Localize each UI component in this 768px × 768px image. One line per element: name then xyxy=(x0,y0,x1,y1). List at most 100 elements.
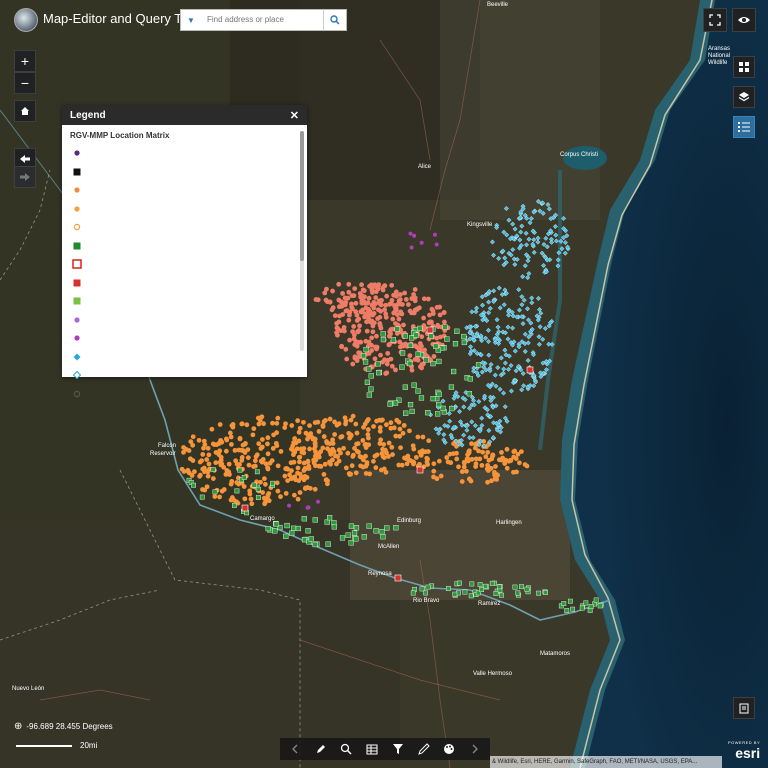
legend-symbol-circle xyxy=(70,333,84,343)
location-point xyxy=(518,449,524,454)
query-tool-button[interactable] xyxy=(335,738,357,760)
location-point xyxy=(366,316,372,321)
location-point xyxy=(248,496,254,502)
location-point xyxy=(329,457,335,463)
location-point xyxy=(416,466,424,474)
symbology-tool-button[interactable] xyxy=(438,738,460,760)
draw-tool-button[interactable] xyxy=(413,738,435,760)
location-point xyxy=(374,333,379,339)
location-point xyxy=(217,422,223,427)
location-point xyxy=(556,250,562,256)
location-point xyxy=(430,311,436,317)
search-source-dropdown[interactable]: ▼ xyxy=(187,15,195,25)
location-point xyxy=(483,583,488,589)
legend-button[interactable] xyxy=(733,116,755,138)
legend-scrollbar[interactable] xyxy=(300,131,304,351)
visibility-button[interactable] xyxy=(732,8,756,32)
location-point xyxy=(403,297,409,302)
previous-extent-button[interactable] xyxy=(14,148,36,170)
attribute-table-button[interactable] xyxy=(361,738,383,760)
location-point xyxy=(541,241,547,247)
location-point xyxy=(265,435,271,441)
location-point xyxy=(467,336,473,342)
next-extent-button[interactable] xyxy=(14,166,36,188)
location-point xyxy=(284,522,290,529)
filter-tool-button[interactable] xyxy=(387,738,409,760)
location-point xyxy=(254,469,260,475)
location-point xyxy=(472,323,478,329)
toolbar-prev-button[interactable] xyxy=(284,738,306,760)
location-point xyxy=(523,230,529,236)
location-point xyxy=(384,293,390,299)
location-point xyxy=(199,494,205,500)
location-point xyxy=(473,309,479,315)
location-point xyxy=(402,290,408,296)
attribution-text[interactable]: & Wildlife, Esri, HERE, Garmin, SafeGrap… xyxy=(490,756,722,768)
location-point xyxy=(525,254,531,260)
location-point xyxy=(432,232,437,237)
location-point xyxy=(218,454,224,460)
location-point xyxy=(187,456,193,462)
location-point xyxy=(436,458,442,464)
home-button[interactable] xyxy=(14,100,36,122)
location-point xyxy=(479,415,485,421)
location-point xyxy=(373,295,379,300)
location-point xyxy=(350,361,356,367)
edit-tool-button[interactable] xyxy=(310,738,332,760)
location-point xyxy=(347,435,353,441)
location-point xyxy=(273,521,279,527)
location-point xyxy=(506,312,512,318)
crosshair-icon[interactable]: ⊕ xyxy=(14,721,23,732)
fullscreen-button[interactable] xyxy=(703,8,727,32)
location-point xyxy=(510,247,516,253)
zoom-out-button[interactable]: − xyxy=(14,72,36,94)
location-point xyxy=(514,314,520,320)
location-point xyxy=(521,383,527,389)
legend-scroll-thumb[interactable] xyxy=(300,131,304,261)
search-input[interactable] xyxy=(203,11,329,27)
location-point xyxy=(535,235,541,241)
location-point xyxy=(412,357,418,362)
location-point xyxy=(512,584,518,590)
location-point xyxy=(227,472,232,477)
location-point xyxy=(512,348,518,354)
location-point xyxy=(270,445,276,451)
place-label: Rio Bravo xyxy=(413,598,440,604)
about-button[interactable] xyxy=(733,697,755,719)
location-point xyxy=(369,287,375,293)
location-point xyxy=(507,236,513,242)
location-point xyxy=(543,235,549,241)
location-point xyxy=(461,333,467,340)
location-point xyxy=(282,425,288,430)
location-point xyxy=(305,528,311,534)
location-point xyxy=(539,250,545,256)
location-point xyxy=(537,208,543,214)
basemap-gallery-button[interactable] xyxy=(733,56,755,78)
location-point xyxy=(428,333,434,339)
location-point xyxy=(510,342,516,348)
location-point xyxy=(357,454,363,459)
location-point xyxy=(363,346,369,353)
zoom-in-button[interactable]: + xyxy=(14,50,36,72)
location-point xyxy=(366,366,372,372)
legend-symbol-circle xyxy=(70,185,84,195)
location-point xyxy=(375,370,382,376)
location-point xyxy=(305,505,310,510)
location-point xyxy=(464,468,469,474)
location-point xyxy=(375,316,381,321)
location-point xyxy=(488,398,494,404)
legend-item xyxy=(70,348,307,367)
location-point xyxy=(531,352,537,358)
layer-list-button[interactable] xyxy=(733,86,755,108)
location-point xyxy=(394,574,402,582)
location-point xyxy=(496,584,502,590)
location-point xyxy=(559,246,565,252)
close-icon[interactable]: ✕ xyxy=(289,109,299,122)
legend-symbol-square xyxy=(70,296,84,306)
location-point xyxy=(255,415,261,421)
search-button[interactable] xyxy=(323,10,346,30)
location-point xyxy=(519,223,525,229)
toolbar-next-button[interactable] xyxy=(464,738,486,760)
location-point xyxy=(377,298,382,304)
